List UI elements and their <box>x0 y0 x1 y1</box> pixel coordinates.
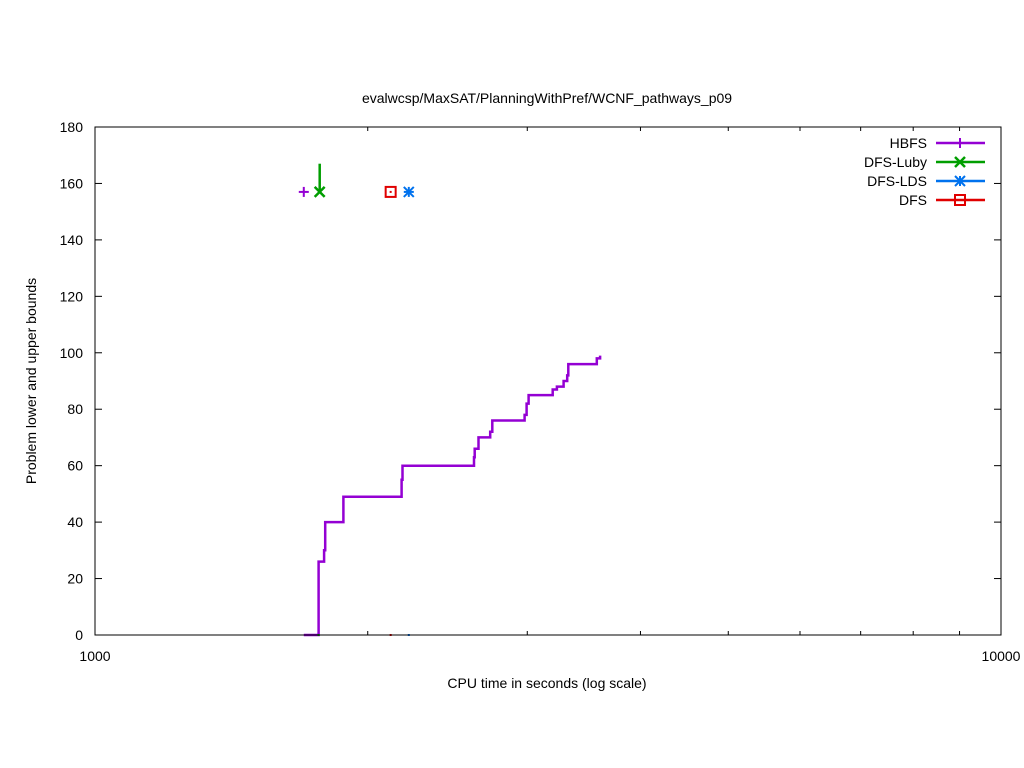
marker-stroke <box>403 186 415 198</box>
legend-entry-dfs-luby: DFS-Luby <box>864 154 985 170</box>
dfs-lds-upper-bound-marker <box>403 186 415 198</box>
chart-title: evalwcsp/MaxSAT/PlanningWithPref/WCNF_pa… <box>362 90 732 106</box>
hbfs-lower-bound-line <box>303 355 602 637</box>
x-tick-label: 10000 <box>982 648 1021 664</box>
legend-label-hbfs: HBFS <box>890 135 927 151</box>
dfs-luby-upper-bound-marker <box>313 186 326 198</box>
y-tick-label: 20 <box>67 571 83 587</box>
legend-marker-dfs-lds <box>954 175 966 187</box>
y-axis-label: Problem lower and upper bounds <box>23 278 39 484</box>
legend-label-dfs-lds: DFS-LDS <box>867 173 927 189</box>
y-tick-label: 40 <box>67 514 83 530</box>
y-tick-label: 100 <box>60 345 84 361</box>
series-layer <box>298 163 602 637</box>
marker-stroke <box>389 190 392 193</box>
legend-marker-hbfs <box>955 138 965 148</box>
hbfs-upper-bound-marker <box>298 186 309 197</box>
legend-marker-dfs-luby <box>954 156 966 168</box>
y-tick-label: 120 <box>60 288 84 304</box>
legend-marker-dfs <box>954 194 966 206</box>
marker-stroke <box>384 185 397 198</box>
y-tick-label: 0 <box>75 627 83 643</box>
marker-stroke <box>313 186 326 198</box>
marker-stroke <box>954 175 966 187</box>
legend-entry-dfs: DFS <box>899 192 985 208</box>
dfs-upper-bound-marker <box>384 185 397 198</box>
legend-label-dfs: DFS <box>899 192 927 208</box>
legend-entry-dfs-lds: DFS-LDS <box>867 173 985 189</box>
plot-frame <box>94 126 1002 636</box>
marker-stroke <box>954 156 966 168</box>
y-tick-label: 180 <box>60 119 84 135</box>
legend-entry-hbfs: HBFS <box>890 135 985 151</box>
axis-ticks: 0 20 40 60 80 100 120 140 160 180 1000 10000 <box>60 119 1021 664</box>
marker-stroke <box>954 194 966 206</box>
legend-label-dfs-luby: DFS-Luby <box>864 154 927 170</box>
marker-stroke <box>959 199 961 201</box>
x-axis-label: CPU time in seconds (log scale) <box>447 675 646 691</box>
x-tick-label: 1000 <box>79 648 110 664</box>
y-tick-label: 80 <box>67 401 83 417</box>
y-tick-label: 140 <box>60 232 84 248</box>
y-tick-label: 160 <box>60 175 84 191</box>
y-tick-label: 60 <box>67 458 83 474</box>
legend: HBFS DFS-Luby DFS-LDS DFS <box>864 135 985 208</box>
